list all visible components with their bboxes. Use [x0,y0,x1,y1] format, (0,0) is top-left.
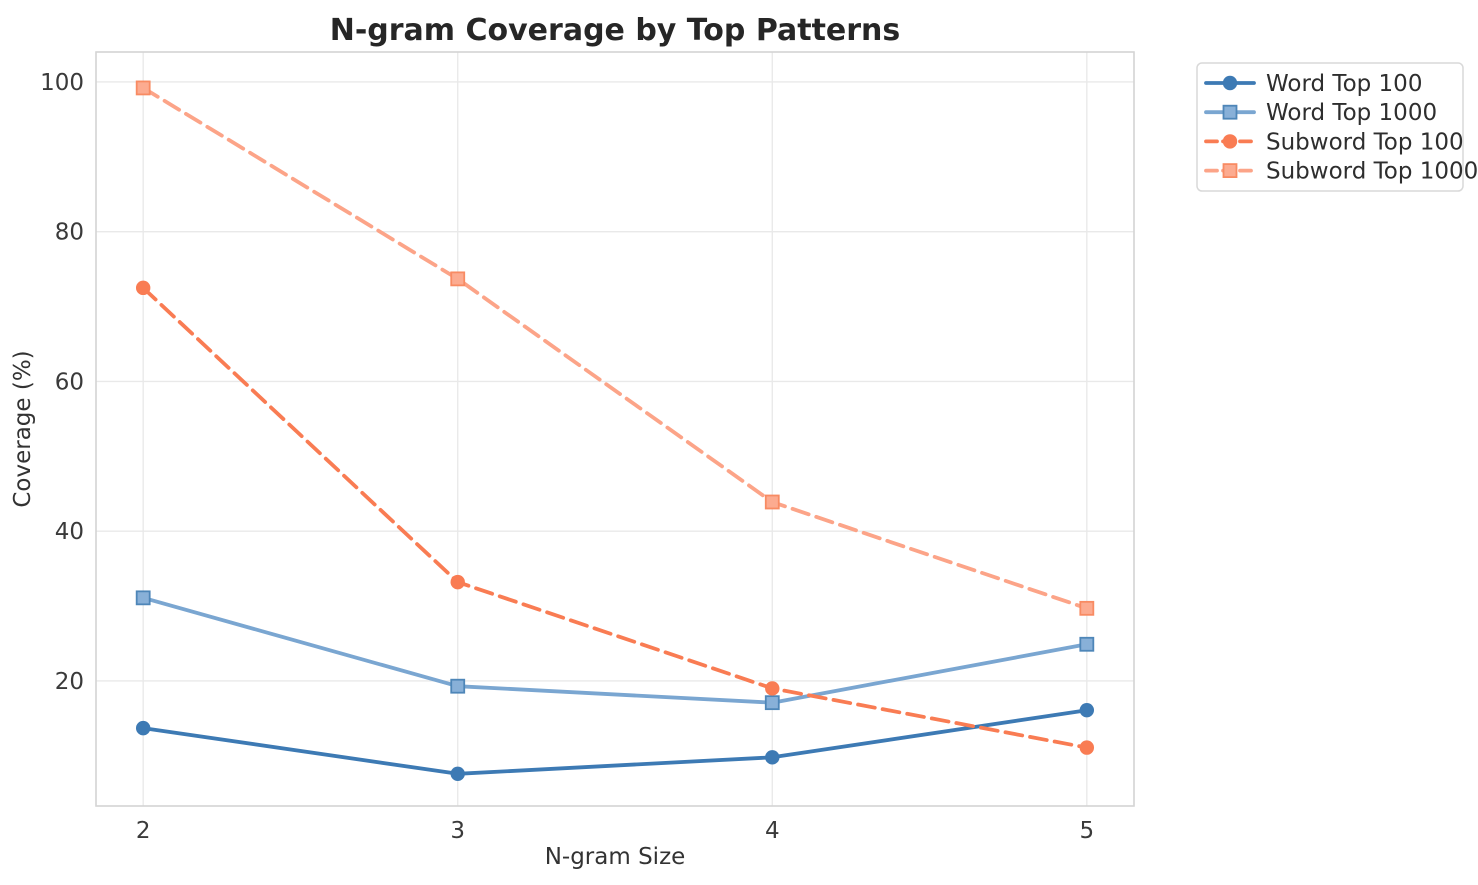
legend-box [1196,62,1464,192]
marker-subword-top-100-legend [1222,134,1238,149]
marker-word-top-1000-legend [1222,104,1238,120]
y-tick-label-100: 100 [40,70,84,96]
marker-word-top-1000-pt3 [1079,636,1095,652]
marker-word-top-1000-pt2 [764,695,780,711]
x-tick-label-4: 4 [765,818,780,844]
x-tick-label-3: 3 [450,818,465,844]
marker-word-top-1000-pt0 [135,590,151,606]
marker-subword-top-1000-pt3 [1079,600,1095,616]
marker-subword-top-100-pt1 [450,574,465,590]
legend-label-word-top-1000: Word Top 1000 [1266,100,1437,126]
y-axis-label: Coverage (%) [10,350,36,507]
axes-spines [95,51,1135,807]
series-line-word-top-1000 [141,595,1089,705]
marker-word-top-100-pt3 [1079,702,1095,718]
legend-label-word-top-100: Word Top 100 [1266,71,1422,97]
marker-word-top-100-pt2 [765,750,780,765]
marker-subword-top-1000-legend [1222,163,1238,179]
x-axis-label: N-gram Size [545,844,686,870]
marker-word-top-100-pt1 [450,766,465,782]
y-tick-label-20: 20 [55,669,84,695]
marker-subword-top-100-pt3 [1079,740,1095,755]
chart-title: N-gram Coverage by Top Patterns [330,13,901,48]
marker-subword-top-100-pt2 [765,681,780,696]
legend-label-subword-top-100: Subword Top 100 [1266,129,1464,155]
marker-word-top-100-legend [1222,75,1238,91]
y-tick-label-40: 40 [55,519,84,545]
series-line-word-top-100 [141,708,1089,776]
x-tick-label-2: 2 [136,818,151,844]
marker-subword-top-1000-pt0 [135,80,151,96]
y-tick-label-60: 60 [55,369,84,395]
legend-label-subword-top-1000: Subword Top 1000 [1266,159,1478,185]
marker-subword-top-100-pt0 [135,280,151,296]
x-tick-label-5: 5 [1079,818,1094,844]
marker-word-top-1000-pt1 [450,678,466,694]
marker-subword-top-1000-pt2 [764,494,780,510]
marker-subword-top-1000-pt1 [450,271,466,287]
marker-word-top-100-pt0 [135,720,151,736]
y-tick-label-80: 80 [55,220,84,246]
series-line-subword-top-1000 [141,86,1089,611]
series-line-subword-top-100 [141,285,1089,750]
